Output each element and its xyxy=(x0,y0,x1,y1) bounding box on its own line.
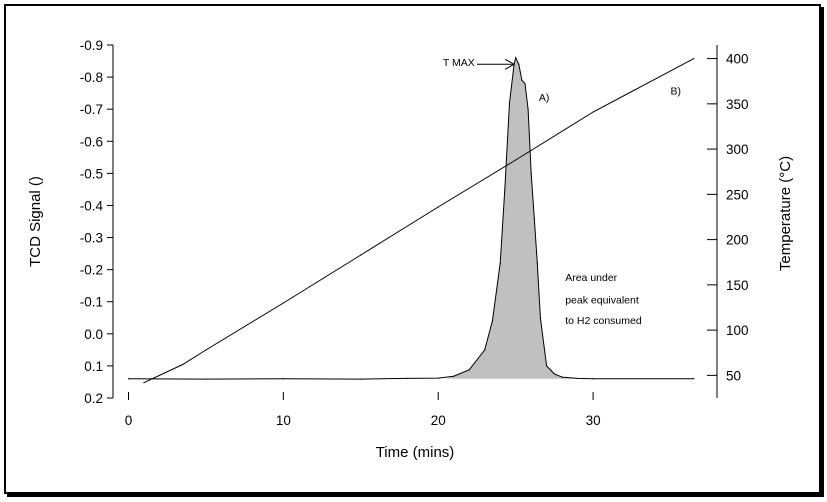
annotation-text: A) xyxy=(539,92,550,104)
right-tick-label: 50 xyxy=(726,368,741,383)
right-tick-label: 400 xyxy=(726,52,749,67)
right-tick-label: 200 xyxy=(726,233,749,248)
annotation-text: T MAX xyxy=(443,57,475,69)
series-point xyxy=(437,377,439,379)
right-axis-title: Temperature (°C) xyxy=(777,156,794,271)
series-point xyxy=(527,108,529,110)
series-point xyxy=(533,217,535,219)
left-tick-label: -0.3 xyxy=(80,231,103,246)
series-point xyxy=(515,159,517,161)
annotation-text: B) xyxy=(671,86,682,98)
x-tick-label: 20 xyxy=(431,413,446,428)
series-point xyxy=(453,375,455,377)
series-point xyxy=(524,82,526,85)
series-layer xyxy=(127,56,695,384)
annotation-text: peak equivalent xyxy=(565,294,639,306)
right-tick-label: 300 xyxy=(726,142,749,157)
series-point xyxy=(360,378,362,380)
chart-frame xyxy=(4,4,821,494)
series-point xyxy=(521,79,523,81)
left-tick-label: -0.4 xyxy=(80,198,104,213)
left-tick-label: 0.0 xyxy=(84,327,103,342)
series-point xyxy=(553,373,555,375)
series-point xyxy=(484,349,486,351)
series-point xyxy=(592,111,594,113)
right-tick-label: 100 xyxy=(726,323,749,338)
series-point xyxy=(508,102,511,104)
series-point xyxy=(592,378,594,380)
peak-area-fill xyxy=(446,57,586,379)
x-tick-label: 0 xyxy=(125,413,133,428)
series-point xyxy=(693,378,695,380)
left-tick-label: 0.2 xyxy=(84,391,103,406)
axes-layer xyxy=(107,44,718,400)
x-axis-title: Time (mins) xyxy=(376,444,455,461)
series-point xyxy=(536,262,538,264)
series-point xyxy=(577,377,579,380)
series-point xyxy=(693,57,695,60)
annotation-text: Area under xyxy=(565,272,617,284)
series-point xyxy=(143,382,145,384)
left-tick-label: -0.7 xyxy=(80,102,103,117)
series-point xyxy=(499,262,501,264)
left-tick-label: -0.1 xyxy=(80,295,103,310)
left-axis-title: TCD Signal () xyxy=(27,176,44,267)
series-line-temperature xyxy=(143,58,695,384)
series-point xyxy=(282,302,284,304)
left-tick-label: -0.9 xyxy=(80,38,103,53)
series-point xyxy=(437,206,439,208)
series-point xyxy=(504,188,506,191)
left-tick-label: -0.2 xyxy=(80,263,103,278)
series-point xyxy=(539,317,542,319)
left-tick-label: -0.8 xyxy=(80,70,103,85)
text-layer: 0.2 0.1 0.0 -0.1 -0.2 -0.3 -0.4 -0.5 -0.6 -0.7 -0.… xyxy=(27,38,794,461)
left-tick-label: -0.5 xyxy=(80,166,103,181)
series-point xyxy=(127,378,130,380)
series-point xyxy=(468,369,470,371)
series-point xyxy=(561,376,563,378)
series-point xyxy=(205,378,207,380)
series-point xyxy=(546,365,548,367)
series-point xyxy=(515,57,517,59)
right-tick-label: 150 xyxy=(726,278,749,293)
annotation-text: to H2 consumed xyxy=(565,315,642,327)
series-point xyxy=(360,254,362,256)
series-line-tcd-signal xyxy=(128,56,694,380)
x-tick-label: 10 xyxy=(276,413,291,428)
series-point xyxy=(406,377,408,380)
series-point xyxy=(205,349,207,351)
series-point xyxy=(518,63,520,65)
peak-area-layer xyxy=(446,57,586,379)
tmax-arrow-head xyxy=(504,58,515,70)
left-tick-label: -0.6 xyxy=(80,134,103,149)
series-point xyxy=(491,320,494,322)
series-point xyxy=(282,378,284,380)
series-point xyxy=(182,363,184,366)
right-tick-label: 350 xyxy=(726,97,749,112)
left-tick-label: 0.1 xyxy=(84,359,103,374)
series-point xyxy=(530,172,532,174)
x-tick-label: 30 xyxy=(586,413,601,428)
right-tick-label: 250 xyxy=(726,187,749,202)
